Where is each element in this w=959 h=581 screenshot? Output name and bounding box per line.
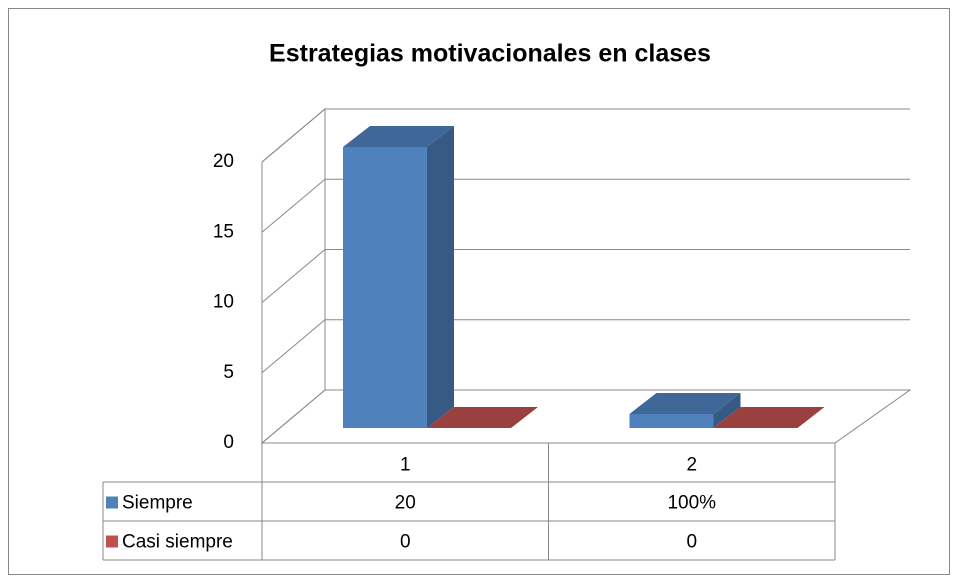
table-value: 100% (667, 493, 716, 514)
bar-top (427, 407, 538, 428)
grid-line (261, 108, 910, 163)
y-tick-label: 5 (223, 362, 234, 383)
legend-label: Siempre (122, 493, 193, 514)
table-value: 20 (395, 493, 416, 514)
y-tick-label: 20 (213, 151, 234, 172)
y-tick-label: 0 (223, 432, 234, 453)
chart-border (8, 8, 950, 575)
grid-line (261, 178, 910, 233)
legend-key (106, 496, 118, 509)
grid-line (261, 389, 910, 444)
chart-title: Estrategias motivacionales en clases (269, 40, 711, 68)
y-tick-label: 15 (213, 221, 234, 242)
x-tick-label: 1 (400, 455, 411, 476)
table-value: 0 (400, 532, 411, 553)
x-tick-label: 2 (686, 455, 697, 476)
bar-side (427, 126, 454, 428)
legend-label: Casi siempre (122, 532, 233, 553)
y-tick-label: 10 (213, 292, 234, 313)
bar-top (629, 392, 741, 414)
bar-front (629, 413, 714, 428)
bar-top (343, 126, 454, 147)
legend-key (106, 535, 118, 548)
grid-line (261, 249, 910, 303)
bar-top (713, 407, 825, 428)
bar-side (713, 392, 741, 428)
bar-front (343, 147, 427, 428)
table-value: 0 (686, 532, 697, 553)
grid-line (261, 319, 910, 374)
